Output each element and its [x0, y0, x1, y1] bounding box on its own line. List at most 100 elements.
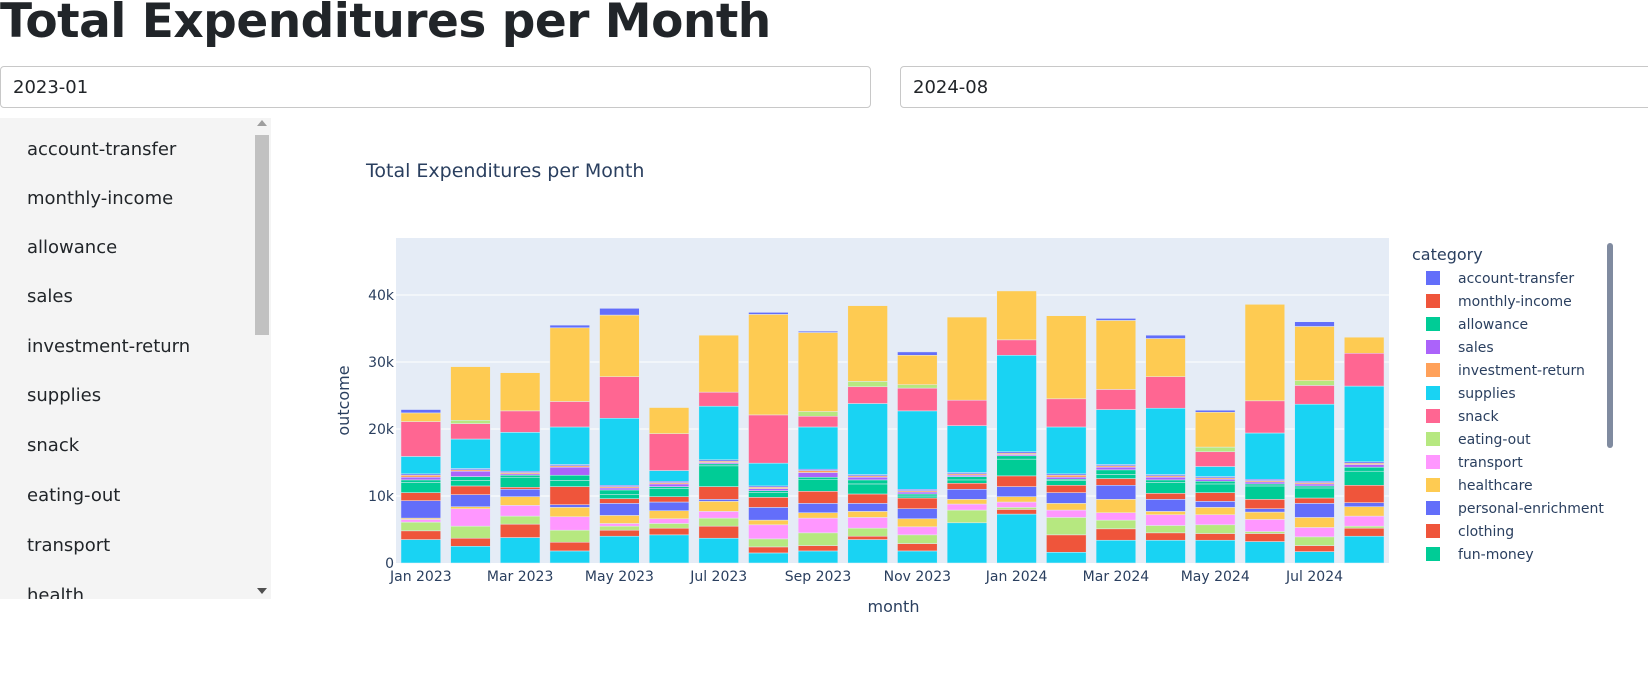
- scroll-down-arrow-icon[interactable]: [257, 588, 267, 594]
- bar-segment-transport: [748, 524, 789, 540]
- bar-segment-allowance: [797, 476, 839, 480]
- legend-item-monthly-income[interactable]: monthly-income: [1426, 294, 1572, 310]
- bar-segment-supplies: [1046, 426, 1087, 475]
- bar-segment-eating-out: [897, 384, 938, 389]
- bar-segment-clothing: [1294, 545, 1335, 552]
- legend-scrollbar[interactable]: [1607, 243, 1613, 448]
- legend-swatch: [1426, 478, 1440, 492]
- bar-segment-sales: [897, 491, 938, 495]
- bar-segment-snack: [996, 339, 1037, 356]
- bar-segment-eating-out: [1294, 536, 1335, 546]
- bar-segment-allowance: [1244, 483, 1285, 487]
- bar-segment-fun-money: [1145, 482, 1186, 494]
- category-item-allowance[interactable]: allowance: [27, 237, 118, 258]
- legend-label: sales: [1458, 340, 1494, 356]
- bar-segment-eating-out: [1244, 531, 1285, 534]
- category-item-transport[interactable]: transport: [27, 535, 111, 556]
- legend-item-clothing[interactable]: clothing: [1426, 524, 1514, 540]
- bar-segment-clothing: [1195, 533, 1236, 541]
- bar-segment-snack: [847, 386, 888, 404]
- bar-segment-supplies: [847, 403, 888, 475]
- category-list[interactable]: account-transfer monthly-income allowanc…: [0, 118, 271, 599]
- category-item-investment-return[interactable]: investment-return: [27, 336, 191, 357]
- bar-segment-fun-money: [648, 488, 690, 497]
- bar-segment-supplies: [500, 537, 541, 564]
- bar-segment-personal-enrichment: [996, 486, 1037, 497]
- scroll-up-arrow-icon[interactable]: [257, 120, 267, 126]
- bar-segment-eating-out: [797, 411, 839, 417]
- legend[interactable]: account-transfer monthly-income allowance s…: [1426, 271, 1604, 563]
- bar-segment-supplies: [500, 432, 541, 472]
- category-item-supplies[interactable]: supplies: [27, 385, 102, 406]
- start-month-input[interactable]: [0, 66, 871, 108]
- bar-segment-personal-enrichment: [897, 508, 938, 520]
- bar-segment-snack: [698, 391, 739, 407]
- bar-segment-clothing: [748, 546, 789, 554]
- bar-segment-healthcare: [748, 519, 789, 526]
- legend-label: healthcare: [1458, 478, 1533, 494]
- bar-segment-transport: [1294, 527, 1335, 538]
- bar-segment-snack: [897, 387, 938, 412]
- bar-segment-eating-out: [1046, 517, 1087, 536]
- legend-item-investment-return[interactable]: investment-return: [1426, 363, 1585, 379]
- bar-segment-snack: [1046, 398, 1087, 428]
- bar-segment-eating-out: [1095, 519, 1137, 530]
- bar-segment-monthly-income: [500, 487, 541, 490]
- bar-segment-transport: [1344, 515, 1385, 527]
- category-item-eating-out[interactable]: eating-out: [27, 485, 121, 506]
- bar-segment-eating-out: [797, 532, 839, 546]
- bar-segment-supplies: [897, 550, 938, 564]
- bar-segment-healthcare: [1244, 511, 1285, 520]
- legend-item-account-transfer[interactable]: account-transfer: [1426, 271, 1574, 287]
- bar-segment-personal-enrichment: [450, 494, 491, 507]
- legend-item-personal-enrichment[interactable]: personal-enrichment: [1426, 501, 1604, 517]
- bar-segment-clothing: [698, 525, 739, 539]
- bar-segment-eating-out: [1195, 524, 1236, 534]
- bar-segment-clothing: [847, 535, 888, 540]
- scroll-thumb[interactable]: [255, 135, 269, 335]
- x-tick-label: Nov 2023: [884, 569, 951, 585]
- y-axis-label: outcome: [334, 365, 353, 435]
- bar-segment-eating-out: [847, 527, 888, 537]
- legend-swatch: [1426, 271, 1440, 285]
- bar-segment-snack: [1244, 400, 1285, 434]
- bar-segment-transport: [1195, 514, 1236, 526]
- legend-swatch: [1426, 547, 1440, 561]
- bar-segment-fun-money: [549, 480, 590, 487]
- bar-segment-personal-enrichment: [847, 503, 888, 512]
- bar-segment-transport: [599, 523, 640, 527]
- list-scrollbar[interactable]: [253, 118, 271, 599]
- legend-item-healthcare[interactable]: healthcare: [1426, 478, 1533, 494]
- category-item-snack[interactable]: snack: [27, 435, 80, 456]
- legend-item-eating-out[interactable]: eating-out: [1426, 432, 1531, 448]
- bar-segment-sales: [450, 470, 491, 477]
- legend-item-supplies[interactable]: supplies: [1426, 386, 1516, 402]
- category-item-monthly-income[interactable]: monthly-income: [27, 188, 174, 209]
- end-month-input[interactable]: [900, 66, 1648, 108]
- bar-segment-personal-enrichment: [1195, 501, 1236, 508]
- bar-segment-supplies: [698, 405, 739, 461]
- legend-item-allowance[interactable]: allowance: [1426, 317, 1528, 333]
- bar-segment-supplies: [1195, 539, 1236, 564]
- legend-item-fun-money[interactable]: fun-money: [1426, 547, 1534, 563]
- bar-segment-supplies: [400, 539, 441, 564]
- bar-segment-clothing: [1095, 528, 1137, 541]
- bar-segment-fun-money: [698, 465, 739, 487]
- category-item-account-transfer[interactable]: account-transfer: [27, 139, 177, 160]
- bar-segment-eating-out: [549, 529, 590, 543]
- bar-segment-monthly-income: [599, 498, 640, 504]
- legend-item-snack[interactable]: snack: [1426, 409, 1499, 425]
- bar-segment-fun-money: [1244, 485, 1285, 500]
- category-item-health[interactable]: health: [27, 585, 84, 599]
- legend-item-transport[interactable]: transport: [1426, 455, 1523, 471]
- x-tick-label: Jan 2023: [389, 569, 452, 585]
- bar-segment-snack: [599, 376, 640, 419]
- category-item-sales[interactable]: sales: [27, 286, 73, 307]
- bar-segment-supplies: [1294, 403, 1335, 482]
- bar-segment-personal-enrichment: [500, 489, 541, 497]
- bar-segment-personal-enrichment: [797, 503, 839, 513]
- legend-swatch: [1426, 524, 1440, 538]
- bar-segment-supplies: [1046, 552, 1087, 564]
- legend-item-sales[interactable]: sales: [1426, 340, 1494, 356]
- bar-segment-clothing: [549, 541, 590, 552]
